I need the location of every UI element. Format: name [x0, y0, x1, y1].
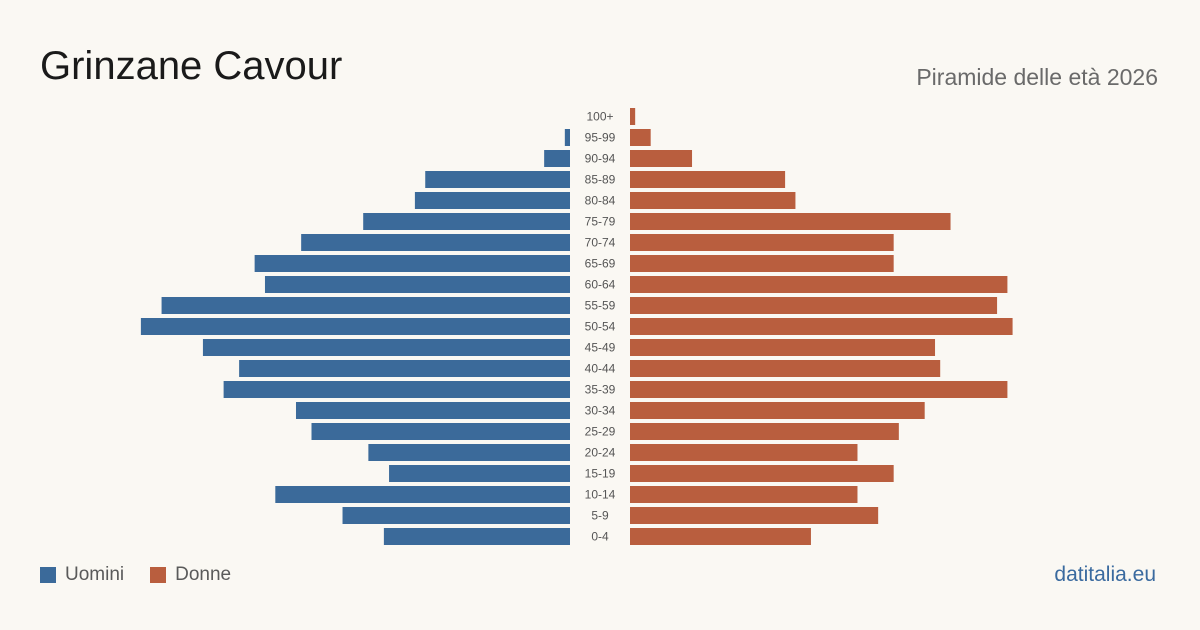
age-label-55-59: 55-59 — [585, 299, 616, 313]
legend-swatch-women — [150, 567, 167, 583]
age-label-90-94: 90-94 — [585, 152, 616, 166]
bar-men-80-84 — [414, 192, 570, 209]
age-label-5-9: 5-9 — [591, 509, 609, 523]
bar-women-65-69 — [630, 255, 894, 272]
bar-men-10-14 — [275, 486, 570, 503]
age-label-0-4: 0-4 — [591, 530, 609, 544]
age-label-45-49: 45-49 — [585, 341, 616, 355]
bar-men-0-4 — [383, 528, 570, 545]
bar-women-25-29 — [630, 423, 899, 440]
bar-men-85-89 — [425, 171, 570, 188]
chart-title: Grinzane Cavour — [40, 44, 343, 88]
age-label-40-44: 40-44 — [585, 362, 616, 376]
bar-men-95-99 — [564, 129, 570, 146]
bar-men-90-94 — [544, 150, 570, 167]
bar-women-30-34 — [630, 402, 925, 419]
bar-women-5-9 — [630, 507, 879, 524]
bar-women-85-89 — [630, 171, 786, 188]
legend-item-men: Uomini — [40, 564, 124, 586]
bar-women-10-14 — [630, 486, 858, 503]
age-label-60-64: 60-64 — [585, 278, 616, 292]
bar-men-75-79 — [363, 213, 570, 230]
legend-label-women: Donne — [175, 564, 232, 585]
age-label-65-69: 65-69 — [585, 257, 616, 271]
legend: Uomini Donne — [40, 564, 231, 586]
bar-men-60-64 — [264, 276, 570, 293]
source-link[interactable]: datitalia.eu — [1054, 563, 1156, 586]
bar-women-20-24 — [630, 444, 858, 461]
legend-label-men: Uomini — [65, 564, 125, 585]
bar-women-90-94 — [630, 150, 693, 167]
bar-men-25-29 — [311, 423, 570, 440]
chart-subtitle: Piramide delle età 2026 — [916, 64, 1158, 90]
bar-women-70-74 — [630, 234, 894, 251]
bar-women-15-19 — [630, 465, 894, 482]
age-label-95-99: 95-99 — [585, 131, 616, 145]
bar-men-30-34 — [295, 402, 570, 419]
bar-men-15-19 — [389, 465, 570, 482]
age-label-10-14: 10-14 — [585, 488, 616, 502]
age-label-20-24: 20-24 — [585, 446, 616, 460]
age-label-70-74: 70-74 — [585, 236, 616, 250]
bar-men-20-24 — [368, 444, 570, 461]
bar-women-0-4 — [630, 528, 811, 545]
age-label-50-54: 50-54 — [585, 320, 616, 334]
age-label-35-39: 35-39 — [585, 383, 616, 397]
age-label-85-89: 85-89 — [585, 173, 616, 187]
bar-women-50-54 — [630, 318, 1013, 335]
bar-women-75-79 — [630, 213, 951, 230]
bar-women-35-39 — [630, 381, 1008, 398]
bar-women-80-84 — [630, 192, 796, 209]
age-label-25-29: 25-29 — [585, 425, 616, 439]
bar-women-95-99 — [630, 129, 651, 146]
bar-women-60-64 — [630, 276, 1008, 293]
bar-men-40-44 — [239, 360, 570, 377]
age-label-75-79: 75-79 — [585, 215, 616, 229]
bar-men-5-9 — [342, 507, 570, 524]
bar-women-100plus — [630, 108, 636, 125]
bar-men-35-39 — [223, 381, 571, 398]
bar-men-50-54 — [140, 318, 570, 335]
age-label-30-34: 30-34 — [585, 404, 616, 418]
bar-men-45-49 — [202, 339, 570, 356]
age-label-100plus: 100+ — [586, 110, 613, 124]
bar-women-45-49 — [630, 339, 936, 356]
bar-women-40-44 — [630, 360, 941, 377]
bar-men-65-69 — [254, 255, 570, 272]
age-label-15-19: 15-19 — [585, 467, 616, 481]
bar-men-70-74 — [301, 234, 570, 251]
bar-men-55-59 — [161, 297, 570, 314]
bar-women-55-59 — [630, 297, 998, 314]
age-label-80-84: 80-84 — [585, 194, 616, 208]
legend-item-women: Donne — [150, 564, 231, 586]
legend-swatch-men — [40, 567, 56, 583]
